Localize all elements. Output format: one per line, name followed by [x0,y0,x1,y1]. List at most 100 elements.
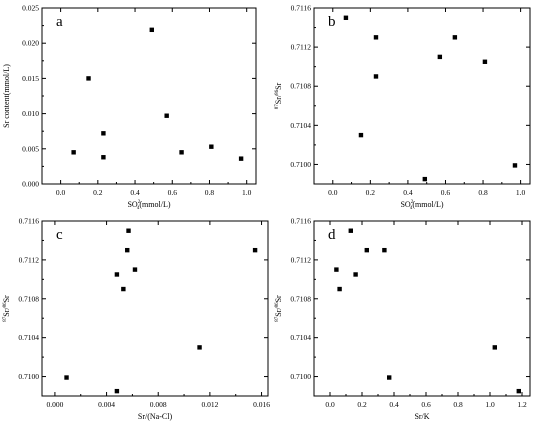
x-tick-label: 0.4 [130,188,140,197]
y-tick-label: 0.7112 [291,255,312,264]
data-point [164,113,169,118]
x-tick-label: 0.4 [403,188,413,197]
x-tick-label: 0.008 [150,400,167,409]
x-axis-label: Sr/K [414,412,429,421]
data-point [197,345,202,350]
data-point [86,76,91,81]
x-axis-label: SO2-4(mmol/L) [400,200,443,211]
x-tick-label: 0.2 [357,400,367,409]
data-point [101,155,106,160]
data-point [492,345,497,350]
plot-frame [313,220,531,397]
data-point [71,150,76,155]
panel-a: 0.0 0.2 0.4 0.6 0.8 1.0 0.000 0.005 0.010 0.015 0.… [2,4,257,211]
x-tick-label: 0.4 [389,400,399,409]
panel-label: a [56,14,63,30]
x-tick-label: 0.8 [453,400,463,409]
x-tick-label: 1.0 [485,400,495,409]
plot-frame [41,7,257,185]
x-tick-label: 0.2 [366,188,376,197]
data-point [343,15,349,20]
y-tick-label: 0.7116 [291,4,312,13]
panel-b: 0.0 0.2 0.4 0.6 0.8 1.0 0.7100 0.7104 0.7108 0.71… [274,4,531,211]
data-point [437,54,443,60]
data-point [337,286,342,292]
y-tick-label: 0.7104 [290,333,311,342]
y-tick-label: 0.7100 [290,160,311,169]
x-tick-label: 0.6 [441,188,451,197]
x-axis-label: Sr/(Na-Cl) [138,412,173,421]
x-axis-label: SO2-4(mmol/L) [127,200,170,211]
y-tick-label: 0.7100 [18,372,39,381]
y-tick-label: 0.7104 [18,333,39,342]
data-point [209,144,214,149]
data-point [353,272,358,277]
data-point [252,247,258,253]
data-point [482,59,488,64]
y-axis-label: 87Sr/86Sr [274,82,283,109]
data-point [364,247,369,253]
y-tick-label: 0.010 [22,109,39,118]
panel-label: c [56,227,63,243]
x-tick-label: 0.2 [93,188,103,197]
x-tick-label: 0.8 [478,188,488,197]
data-point [101,131,106,136]
data-point [114,388,120,394]
data-point [334,267,339,272]
data-point [373,35,379,40]
x-tick-label: 1.0 [516,188,526,197]
data-point [516,388,521,394]
y-tick-label: 0.7112 [291,43,312,52]
x-tick-label: 0.0 [328,188,338,197]
x-tick-label: 1.2 [517,400,527,409]
data-point [114,272,120,277]
y-tick-label: 0.015 [22,74,39,83]
y-tick-label: 0.7108 [18,294,39,303]
y-tick-label: 0.7108 [290,294,311,303]
data-point [238,156,244,161]
panel-label: d [328,227,336,243]
y-tick-label: 0.7108 [290,82,311,91]
y-tick-label: 0.020 [22,39,39,48]
data-point [64,375,69,380]
data-point [387,375,392,380]
x-tick-label: 0.000 [46,400,63,409]
x-tick-label: 0.6 [421,400,431,409]
data-point [382,247,387,253]
data-point [373,74,379,79]
y-tick-label: 0.7116 [19,217,40,226]
y-axis-label: 87Sr/86Sr [274,295,283,322]
plot-frame [313,7,531,185]
y-tick-label: 0.000 [22,180,39,189]
data-point [348,228,353,233]
plot-frame [41,220,269,397]
x-tick-label: 0.016 [253,400,270,409]
x-tick-label: 0.0 [325,400,335,409]
y-tick-label: 0.7100 [290,372,311,381]
x-tick-label: 0.012 [201,400,218,409]
data-point [179,150,184,155]
y-tick-label: 0.005 [22,144,39,153]
panel-d: 0.0 0.2 0.4 0.6 0.8 1.0 1.2 0.7100 0.7104 0.7108 0… [274,217,531,421]
data-point [149,27,154,33]
y-axis-label: Sr content(mmol/L) [2,64,11,128]
y-axis-label: 87Sr/86Sr [2,295,11,322]
y-tick-label: 0.025 [22,4,39,13]
x-tick-label: 0.004 [98,400,115,409]
data-point [125,247,130,253]
y-tick-label: 0.7104 [290,121,311,130]
y-tick-label: 0.7116 [291,217,312,226]
x-tick-label: 1.0 [242,188,252,197]
x-tick-label: 0.8 [205,188,215,197]
panel-label: b [328,14,336,30]
data-point [121,286,126,292]
data-point [512,163,518,168]
data-point [126,228,131,233]
panel-c: 0.000 0.004 0.008 0.012 0.016 0.7100 0.7104 0.7… [2,217,270,422]
data-point [422,176,428,182]
data-point [132,267,138,272]
data-point [358,132,364,138]
x-tick-label: 0.0 [56,188,66,197]
x-tick-label: 0.6 [168,188,178,197]
